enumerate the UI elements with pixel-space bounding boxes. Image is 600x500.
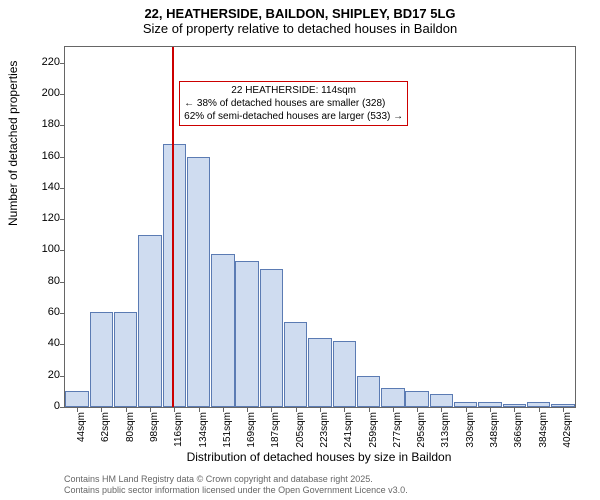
y-tick [60, 313, 65, 314]
x-tick-label: 98sqm [149, 412, 160, 452]
histogram-bar [333, 341, 356, 407]
y-tick-label: 60 [48, 306, 60, 318]
title-address: 22, HEATHERSIDE, BAILDON, SHIPLEY, BD17 … [0, 0, 600, 21]
y-tick [60, 188, 65, 189]
x-tick-label: 80sqm [125, 412, 136, 452]
y-tick [60, 250, 65, 251]
x-tick-label: 295sqm [416, 412, 427, 452]
histogram-bar [211, 254, 234, 407]
y-tick-label: 180 [42, 118, 60, 130]
y-tick-label: 160 [42, 150, 60, 162]
y-tick-label: 40 [48, 337, 60, 349]
y-tick [60, 63, 65, 64]
x-tick-label: 44sqm [76, 412, 87, 452]
title-subtitle: Size of property relative to detached ho… [0, 21, 600, 40]
y-tick [60, 344, 65, 345]
annotation-line: ← 38% of detached houses are smaller (32… [184, 97, 403, 110]
x-tick-label: 241sqm [343, 412, 354, 452]
y-tick [60, 282, 65, 283]
x-tick-label: 313sqm [440, 412, 451, 452]
histogram-bar [308, 338, 331, 407]
y-axis-label: Number of detached properties [6, 61, 20, 226]
x-tick-label: 134sqm [198, 412, 209, 452]
histogram-bar [357, 376, 380, 407]
reference-line [172, 47, 174, 407]
y-tick-label: 20 [48, 369, 60, 381]
histogram-bar [187, 157, 210, 407]
annotation-line: 22 HEATHERSIDE: 114sqm [184, 84, 403, 97]
footer-attribution: Contains HM Land Registry data © Crown c… [64, 474, 408, 496]
x-tick-label: 366sqm [513, 412, 524, 452]
y-tick-label: 200 [42, 87, 60, 99]
annotation-line: 62% of semi-detached houses are larger (… [184, 110, 403, 123]
x-tick-label: 187sqm [270, 412, 281, 452]
histogram-bar [114, 312, 137, 407]
histogram-bar [381, 388, 404, 407]
y-tick-label: 120 [42, 212, 60, 224]
y-tick-label: 140 [42, 181, 60, 193]
y-tick [60, 407, 65, 408]
y-tick [60, 157, 65, 158]
chart-plot-area: 22 HEATHERSIDE: 114sqm← 38% of detached … [64, 46, 576, 408]
x-tick-label: 151sqm [222, 412, 233, 452]
x-tick-label: 402sqm [562, 412, 573, 452]
x-tick-label: 259sqm [368, 412, 379, 452]
histogram-bar [260, 269, 283, 407]
x-tick-label: 116sqm [173, 412, 184, 452]
x-tick-label: 330sqm [465, 412, 476, 452]
histogram-bar [65, 391, 88, 407]
x-tick-label: 169sqm [246, 412, 257, 452]
x-tick-label: 62sqm [100, 412, 111, 452]
y-tick [60, 94, 65, 95]
histogram-bar [235, 261, 258, 407]
x-axis-label: Distribution of detached houses by size … [64, 450, 574, 464]
histogram-bar [405, 391, 428, 407]
y-tick [60, 376, 65, 377]
annotation-box: 22 HEATHERSIDE: 114sqm← 38% of detached … [179, 81, 408, 126]
histogram-bar [163, 144, 186, 407]
histogram-bar [90, 312, 113, 407]
histogram-bar [430, 394, 453, 407]
x-tick-label: 348sqm [489, 412, 500, 452]
x-tick-label: 205sqm [295, 412, 306, 452]
x-tick-label: 384sqm [538, 412, 549, 452]
y-tick [60, 219, 65, 220]
x-tick-label: 277sqm [392, 412, 403, 452]
histogram-bar [284, 322, 307, 407]
y-tick-label: 220 [42, 56, 60, 68]
x-tick-label: 223sqm [319, 412, 330, 452]
histogram-bar [138, 235, 161, 407]
y-tick-label: 0 [54, 400, 60, 412]
y-tick-label: 80 [48, 275, 60, 287]
footer-line1: Contains HM Land Registry data © Crown c… [64, 474, 408, 485]
y-tick [60, 125, 65, 126]
footer-line2: Contains public sector information licen… [64, 485, 408, 496]
y-tick-label: 100 [42, 243, 60, 255]
